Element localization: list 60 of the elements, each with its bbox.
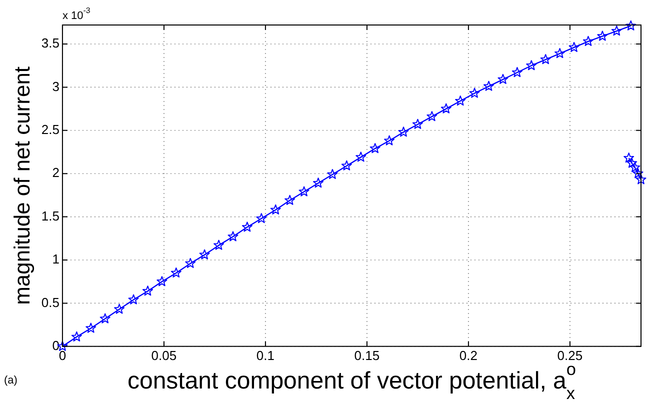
point xyxy=(636,174,646,184)
x-tick-label: 0.25 xyxy=(557,348,583,363)
y-tick-label: 0.5 xyxy=(41,294,60,310)
point xyxy=(228,231,238,242)
point xyxy=(384,135,395,146)
point xyxy=(284,194,296,205)
point xyxy=(270,204,281,214)
x-tick-label: 0.2 xyxy=(459,348,478,363)
point xyxy=(398,126,409,137)
point xyxy=(312,178,324,188)
point xyxy=(455,96,466,106)
point xyxy=(626,158,638,168)
point xyxy=(114,304,125,314)
point xyxy=(341,160,352,170)
point xyxy=(242,222,252,232)
point xyxy=(440,103,452,114)
y-axis-title: magnitude of net current xyxy=(9,66,34,305)
point xyxy=(86,322,96,333)
point xyxy=(370,143,380,154)
x-tick-label: 0.1 xyxy=(256,348,275,363)
point xyxy=(624,152,634,163)
y-tick-label: 0 xyxy=(52,338,60,353)
point xyxy=(356,152,366,162)
point xyxy=(156,276,168,286)
y-tick-label: 3 xyxy=(52,78,60,94)
point xyxy=(298,186,310,196)
point xyxy=(71,331,82,342)
x-tick-label: 0.05 xyxy=(151,348,177,363)
point xyxy=(170,267,182,278)
point xyxy=(128,294,139,304)
point xyxy=(256,213,267,224)
point xyxy=(412,118,423,129)
point xyxy=(469,88,480,98)
point xyxy=(540,54,551,64)
point xyxy=(554,48,566,58)
point xyxy=(484,80,494,91)
point xyxy=(568,42,580,52)
point xyxy=(185,258,196,268)
x-tick-label: 0.15 xyxy=(354,348,380,363)
y-tick-label: 2 xyxy=(52,165,60,180)
point xyxy=(597,30,608,41)
y-tick-label: 1 xyxy=(52,252,60,267)
point xyxy=(611,26,622,36)
point xyxy=(327,168,338,180)
point xyxy=(632,168,644,178)
point xyxy=(630,162,640,172)
y-tick-label: 1.5 xyxy=(41,208,60,224)
point xyxy=(214,240,224,250)
point xyxy=(582,36,594,46)
point xyxy=(100,313,110,324)
point xyxy=(142,286,153,296)
point xyxy=(512,67,522,78)
point xyxy=(498,74,508,84)
point xyxy=(626,20,636,30)
point xyxy=(199,249,210,260)
point xyxy=(426,111,438,122)
point xyxy=(526,60,537,70)
y-tick-label: 2.5 xyxy=(41,122,60,137)
y-tick-label: 3.5 xyxy=(41,36,60,51)
text: (a) xyxy=(4,374,18,386)
